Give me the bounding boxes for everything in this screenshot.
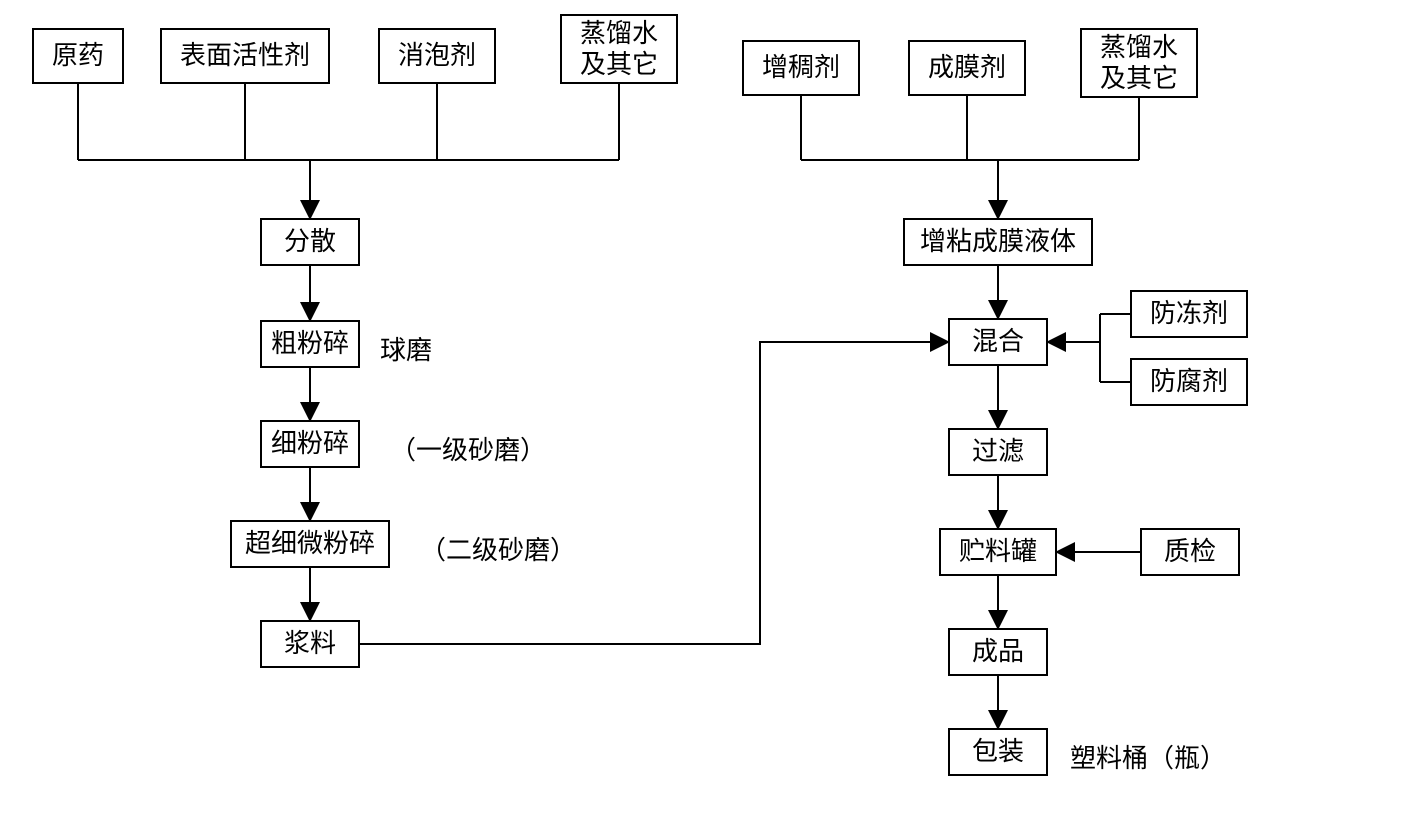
box-distilled-water-right: 蒸馏水 及其它 (1080, 28, 1198, 98)
note-plastic-bucket: 塑料桶（瓶） (1070, 738, 1226, 775)
box-qc: 质检 (1140, 528, 1240, 576)
box-thickener: 增稠剂 (742, 40, 860, 96)
box-preservative: 防腐剂 (1130, 358, 1248, 406)
box-fine-crush: 细粉碎 (260, 420, 360, 468)
note-first-sand: （一级砂磨） (390, 430, 546, 467)
note-second-sand: （二级砂磨） (420, 530, 576, 567)
box-defoamer: 消泡剂 (378, 28, 496, 84)
box-storage-tank: 贮料罐 (939, 528, 1057, 576)
box-raw-drug: 原药 (32, 28, 124, 84)
box-slurry: 浆料 (260, 620, 360, 668)
box-thickening-liquid: 增粘成膜液体 (903, 218, 1093, 266)
box-distilled-water-left: 蒸馏水 及其它 (560, 14, 678, 84)
box-package: 包装 (948, 728, 1048, 776)
box-coarse-crush: 粗粉碎 (260, 320, 360, 368)
box-product: 成品 (948, 628, 1048, 676)
box-film-former: 成膜剂 (908, 40, 1026, 96)
box-mix: 混合 (948, 318, 1048, 366)
box-disperse: 分散 (260, 218, 360, 266)
box-surfactant: 表面活性剂 (160, 28, 330, 84)
note-ball-mill: 球磨 (380, 330, 432, 367)
box-ultrafine-crush: 超细微粉碎 (230, 520, 390, 568)
box-antifreeze: 防冻剂 (1130, 290, 1248, 338)
connectors (0, 0, 1417, 830)
box-filter: 过滤 (948, 428, 1048, 476)
